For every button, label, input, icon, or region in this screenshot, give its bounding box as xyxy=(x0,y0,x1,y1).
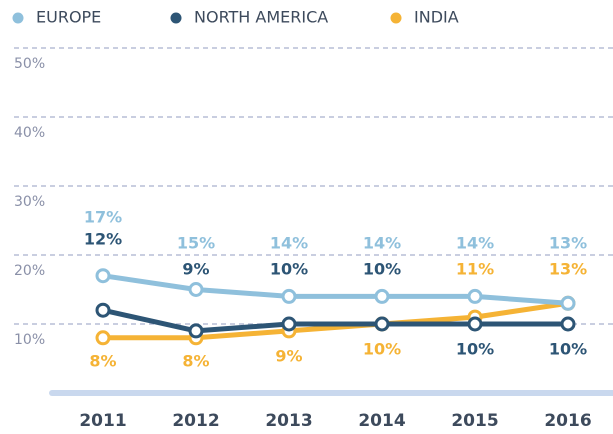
point xyxy=(560,295,576,311)
data-label: 13% xyxy=(549,260,587,279)
y-tick-label: 40% xyxy=(14,125,45,141)
data-label: 8% xyxy=(89,352,116,371)
point xyxy=(95,330,111,346)
data-label: 10% xyxy=(363,340,401,359)
data-label: 9% xyxy=(275,347,302,366)
data-label: 14% xyxy=(456,234,494,253)
point xyxy=(374,288,390,304)
y-tick-label: 10% xyxy=(14,332,45,348)
data-label: 10% xyxy=(363,260,401,279)
data-label: 11% xyxy=(456,260,494,279)
legend-marker xyxy=(390,12,402,24)
data-label: 13% xyxy=(549,234,587,253)
point xyxy=(95,302,111,318)
point xyxy=(467,316,483,332)
legend-marker xyxy=(12,12,24,24)
x-tick-label: 2015 xyxy=(451,411,498,431)
point xyxy=(281,316,297,332)
point xyxy=(188,323,204,339)
data-label: 8% xyxy=(182,352,209,371)
data-label: 14% xyxy=(270,234,308,253)
legend-label: INDIA xyxy=(414,8,459,27)
x-tick-label: 2013 xyxy=(265,411,312,431)
point xyxy=(281,288,297,304)
data-label: 17% xyxy=(84,208,122,227)
data-label: 10% xyxy=(549,340,587,359)
point xyxy=(467,288,483,304)
x-tick-label: 2011 xyxy=(79,411,126,431)
series-line xyxy=(102,307,568,334)
data-label: 10% xyxy=(456,340,494,359)
point xyxy=(560,316,576,332)
y-tick-label: 20% xyxy=(14,263,45,279)
y-tick-label: 30% xyxy=(14,194,45,210)
data-label: 14% xyxy=(363,234,401,253)
data-label: 10% xyxy=(270,260,308,279)
x-tick-label: 2016 xyxy=(544,411,591,431)
data-label: 9% xyxy=(182,260,209,279)
point xyxy=(188,282,204,297)
point xyxy=(374,316,390,332)
x-tick-label: 2014 xyxy=(358,411,405,431)
data-label: 15% xyxy=(177,234,215,253)
data-label: 12% xyxy=(84,230,122,249)
legend-marker xyxy=(170,12,182,24)
y-tick-label: 50% xyxy=(14,56,45,72)
point xyxy=(95,268,111,284)
series-line xyxy=(102,273,569,306)
series-line xyxy=(103,300,569,341)
x-tick-label: 2012 xyxy=(172,411,219,431)
legend-label: EUROPE xyxy=(36,8,101,27)
legend-label: NORTH AMERICA xyxy=(194,8,328,27)
